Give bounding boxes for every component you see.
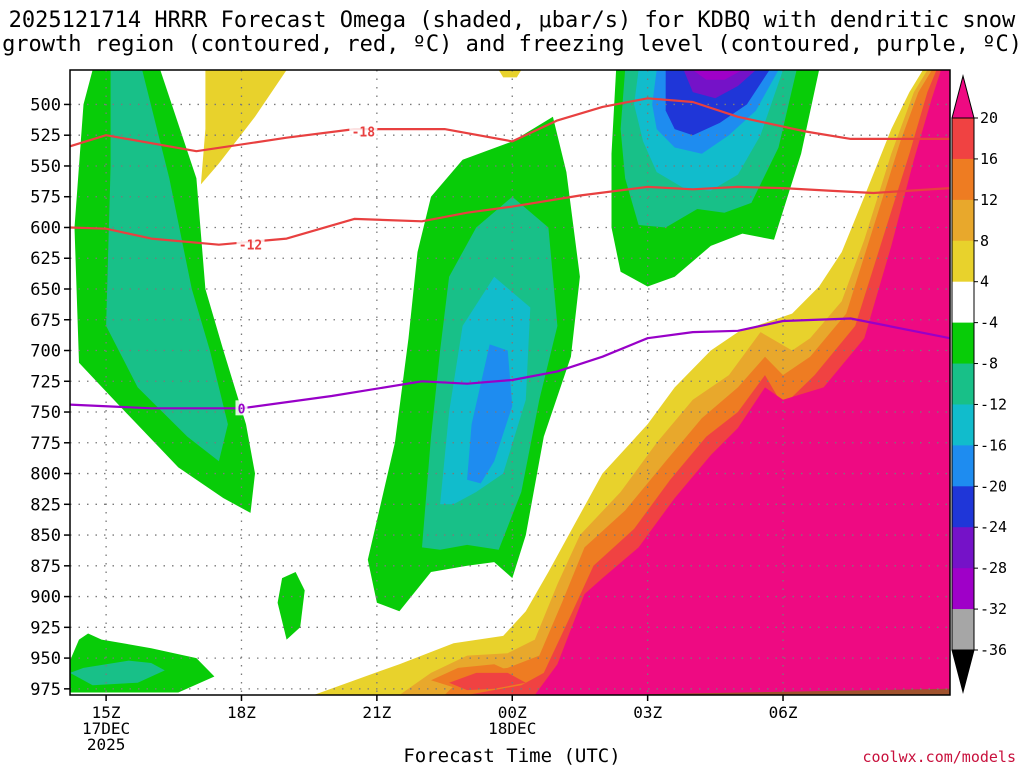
x-tick-label-0-2: 2025 <box>87 735 126 754</box>
colorbar-swatch-4 <box>952 281 974 324</box>
y-tick-label-775: 775 <box>30 434 61 454</box>
x-tick-label-0-0: 15Z <box>92 703 121 722</box>
omega-area-upper-yellow-left <box>200 70 287 185</box>
y-tick-label-950: 950 <box>30 649 61 669</box>
contour-line-2 <box>70 317 950 410</box>
colorbar-label--12: -12 <box>980 395 1007 413</box>
source-credit[interactable]: coolwx.com/models <box>862 748 1016 766</box>
omega-area-upper-right-violet <box>692 70 743 80</box>
omega-area-small-blob <box>277 572 305 640</box>
x-axis-label: Forecast Time (UTC) <box>403 745 621 767</box>
contour-label-bg-1 <box>236 236 265 252</box>
contour-label-bg-2 <box>235 400 248 416</box>
y-tick-label-800: 800 <box>30 465 61 485</box>
contour-label-1: -12 <box>239 239 262 254</box>
y-tick-label-600: 600 <box>30 218 61 238</box>
plot-frame <box>69 69 951 696</box>
colorbar-swatch-5 <box>952 322 974 365</box>
colorbar-label-12: 12 <box>980 191 998 209</box>
colorbar-swatch-8 <box>952 445 974 487</box>
x-tick-label-4-0: 03Z <box>633 703 662 722</box>
y-tick-label-625: 625 <box>30 249 61 269</box>
omega-area-surface-red <box>449 672 526 691</box>
x-tick-label-3-1: 18DEC <box>488 719 536 738</box>
omega-area-lower-left-seagreen <box>70 660 165 686</box>
x-tick-label-0-1: 17DEC <box>82 719 130 738</box>
y-tick-label-875: 875 <box>30 557 61 577</box>
colorbar-label-16: 16 <box>980 150 998 168</box>
colorbar-label--36: -36 <box>980 641 1007 659</box>
contour-line-1 <box>70 185 950 246</box>
colorbar-swatch-6 <box>952 363 974 405</box>
colorbar-label-8: 8 <box>980 232 989 250</box>
omega-area-positive-magenta <box>534 70 950 695</box>
omega-area-upper-yellow-small <box>498 70 522 78</box>
y-tick-label-975: 975 <box>30 680 61 700</box>
y-tick-label-675: 675 <box>30 311 61 331</box>
colorbar-swatch-12 <box>952 609 974 651</box>
y-tick-label-750: 750 <box>30 403 61 423</box>
y-tick-label-650: 650 <box>30 280 61 300</box>
colorbar-top-triangle <box>951 74 975 119</box>
x-tick-label-5-0: 06Z <box>769 703 798 722</box>
y-tick-label-525: 525 <box>30 126 61 146</box>
colorbar-label--20: -20 <box>980 477 1007 495</box>
colorbar-label--8: -8 <box>980 355 998 373</box>
y-tick-label-825: 825 <box>30 495 61 515</box>
chart-title-line-1: 2025121714 HRRR Forecast Omega (shaded, … <box>8 8 1016 33</box>
colorbar-label-20: 20 <box>980 109 998 127</box>
y-tick-label-575: 575 <box>30 188 61 208</box>
contour-label-2: 0 <box>238 402 246 417</box>
x-tick-label-3-0: 00Z <box>498 703 527 722</box>
omega-shading <box>70 70 950 695</box>
colorbar-swatch-10 <box>952 527 974 569</box>
y-tick-label-725: 725 <box>30 372 61 392</box>
omega-area-center-blue <box>467 344 513 484</box>
colorbar-swatch-9 <box>952 486 974 528</box>
colorbar-swatch-7 <box>952 404 974 446</box>
colorbar-label--4: -4 <box>980 314 998 332</box>
y-tick-label-500: 500 <box>30 95 61 115</box>
y-tick-label-900: 900 <box>30 588 61 608</box>
y-tick-label-850: 850 <box>30 526 61 546</box>
colorbar-swatch-1 <box>952 158 974 201</box>
colorbar-swatch-2 <box>952 199 974 242</box>
y-tick-label-550: 550 <box>30 157 61 177</box>
omega-area-upper-right-purple <box>683 70 756 99</box>
colorbar-bottom-triangle <box>951 649 975 694</box>
colorbar-frame <box>951 117 975 651</box>
colorbar-label--28: -28 <box>980 559 1007 577</box>
colorbar-label--24: -24 <box>980 518 1007 536</box>
colorbar-label--32: -32 <box>980 600 1007 618</box>
colorbar-swatch-3 <box>952 240 974 283</box>
chart-title-line-2: growth region (contoured, red, ºC) and f… <box>2 32 1022 57</box>
contour-line-0 <box>70 97 950 153</box>
contour-label-0: -18 <box>352 126 376 141</box>
omega-area-left-teal <box>106 70 228 462</box>
temperature-contours: -18 -12 0 <box>70 97 950 417</box>
colorbar-swatch-0 <box>952 118 974 160</box>
colorbar: 20 16 12 8 4 -4 -8 -12 -16 -20 -24 -28 -32 -36 <box>951 74 1007 694</box>
colorbar-swatch-11 <box>952 568 974 610</box>
colorbar-label--16: -16 <box>980 436 1007 454</box>
x-tick-label-2-0: 21Z <box>362 703 391 722</box>
y-tick-label-700: 700 <box>30 342 61 362</box>
y-tick-label-925: 925 <box>30 618 61 638</box>
terrain-surface-slope <box>602 688 950 695</box>
axes: 500 525 550 575 600 625 650 675 700 725 750 775 800 8… <box>30 69 951 754</box>
x-tick-label-1-0: 18Z <box>227 703 256 722</box>
colorbar-label-4: 4 <box>980 273 989 291</box>
contour-label-bg-0 <box>349 123 378 139</box>
